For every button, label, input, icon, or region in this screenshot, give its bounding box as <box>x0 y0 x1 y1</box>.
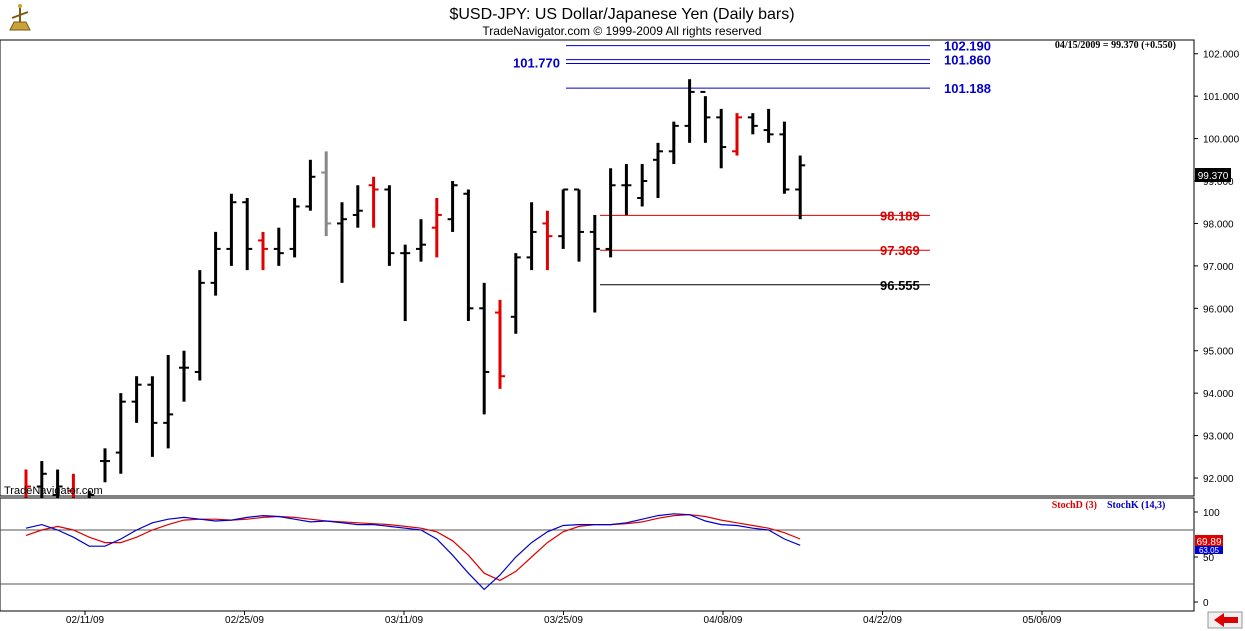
indicator-tick-label: 0 <box>1203 598 1209 609</box>
current-price-marker: 99.370 <box>1195 168 1231 182</box>
price-tick-label: 96.000 <box>1203 304 1234 315</box>
price-tick-label: 95.000 <box>1203 347 1234 358</box>
indicator-tick-label: 100 <box>1203 508 1220 519</box>
last-quote: 04/15/2009 = 99.370 (+0.550) <box>1055 40 1176 51</box>
price-tick-label: 100.000 <box>1203 135 1240 146</box>
ohlc-bar <box>147 376 158 457</box>
level-label: 101.188 <box>944 81 991 96</box>
price-axis: 102.000 101.000 100.000 99.000 98.000 97.000 9… <box>1194 50 1240 485</box>
price-tick-label: 101.000 <box>1203 92 1240 103</box>
ohlc-bar <box>653 142 663 198</box>
logo-sextant-icon <box>9 4 31 31</box>
stoch-d-value: 69.89 <box>1196 537 1221 548</box>
ohlc-bar <box>131 376 142 423</box>
indicator-tick-label: 50 <box>1203 553 1215 564</box>
stoch-d-legend: StochD (3) <box>1052 500 1097 511</box>
ohlc-bar <box>352 185 363 228</box>
ohlc-bar <box>368 176 379 228</box>
date-axis: 02/11/09 02/25/09 03/11/09 03/25/09 04/08/09… <box>66 611 1062 626</box>
ohlc-bar <box>447 181 458 232</box>
copyright-text: TradeNavigator.com © 1999-2009 All right… <box>482 24 761 38</box>
ohlc-bar <box>400 244 411 322</box>
ohlc-bar <box>163 354 174 449</box>
ohlc-bar <box>763 108 774 143</box>
chart-title: $USD-JPY: US Dollar/Japanese Yen (Daily … <box>449 6 794 23</box>
stoch-lines <box>0 513 1194 591</box>
ohlc-bar <box>210 231 221 296</box>
level-label: 97.369 <box>880 243 920 258</box>
stoch-k-legend: StochK (14,3) <box>1107 500 1165 511</box>
ohlc-bar <box>321 151 332 237</box>
ohlc-bar <box>416 219 426 262</box>
ohlc-bar <box>637 164 648 207</box>
ohlc-bar <box>179 350 189 402</box>
indicator-panel <box>0 497 1195 612</box>
date-tick-label: 03/11/09 <box>385 615 424 626</box>
ohlc-bars <box>21 79 806 568</box>
ohlc-bar <box>337 202 347 283</box>
ohlc-bar <box>115 393 126 474</box>
price-tick-label: 98.000 <box>1203 219 1234 230</box>
stoch-d-line <box>25 514 801 582</box>
price-tick-label: 97.000 <box>1203 262 1234 273</box>
ohlc-bar <box>510 253 521 334</box>
ohlc-bar <box>700 90 711 143</box>
price-tick-label: 99.000 <box>1203 177 1234 188</box>
ohlc-bar <box>542 210 553 271</box>
ohlc-bar <box>684 79 695 143</box>
date-tick-label: 02/11/09 <box>66 615 105 626</box>
ohlc-bar <box>605 168 616 258</box>
date-tick-label: 03/25/09 <box>544 615 583 626</box>
price-tick-label: 94.000 <box>1203 389 1234 400</box>
ohlc-bar <box>479 282 490 415</box>
ohlc-bar <box>305 159 316 211</box>
watermark: TradeNavigator.com <box>4 485 103 497</box>
ohlc-bar <box>226 193 237 266</box>
ohlc-bar <box>526 202 537 271</box>
price-panel <box>0 39 1195 497</box>
level-label: 102.190 <box>944 39 991 54</box>
ohlc-bar <box>384 185 395 266</box>
price-tick-label: 93.000 <box>1203 432 1234 443</box>
ohlc-bar <box>747 113 758 135</box>
date-tick-label: 04/08/09 <box>704 615 743 626</box>
stoch-k-line <box>25 513 801 591</box>
level-label: 101.860 <box>944 53 991 68</box>
date-tick-label: 02/25/09 <box>225 615 264 626</box>
ohlc-bar <box>495 299 505 389</box>
ohlc-bar <box>194 270 205 381</box>
ohlc-bar <box>258 231 268 271</box>
ohlc-bar <box>431 197 442 258</box>
ohlc-bar <box>100 448 110 483</box>
ohlc-bar <box>716 108 727 169</box>
ohlc-bar <box>589 214 600 313</box>
ohlc-bar <box>732 113 742 156</box>
ohlc-bar <box>463 189 474 322</box>
ohlc-bar <box>242 197 253 271</box>
level-label: 101.770 <box>513 55 560 70</box>
date-tick-label: 04/22/09 <box>863 615 902 626</box>
ohlc-bar <box>795 155 806 220</box>
ohlc-bar <box>668 121 679 165</box>
ohlc-bar <box>574 188 584 262</box>
date-tick-label: 05/06/09 <box>1023 615 1062 626</box>
level-label: 98.189 <box>880 208 920 223</box>
ohlc-bar <box>621 164 632 215</box>
ohlc-bar <box>558 188 569 249</box>
ohlc-bar <box>289 197 300 258</box>
ohlc-bar <box>273 227 284 266</box>
level-label: 96.555 <box>880 278 920 293</box>
indicator-axis: 100 50 0 <box>1194 508 1220 609</box>
scroll-arrow-icon[interactable] <box>1207 611 1243 629</box>
ohlc-bar <box>779 121 790 194</box>
current-price-label: 99.370 <box>1198 171 1229 182</box>
stoch-value-markers: 69.89 63.05 <box>1195 535 1223 555</box>
price-tick-label: 92.000 <box>1203 474 1234 485</box>
stoch-k-value: 63.05 <box>1199 546 1220 555</box>
price-tick-label: 102.000 <box>1203 50 1240 61</box>
